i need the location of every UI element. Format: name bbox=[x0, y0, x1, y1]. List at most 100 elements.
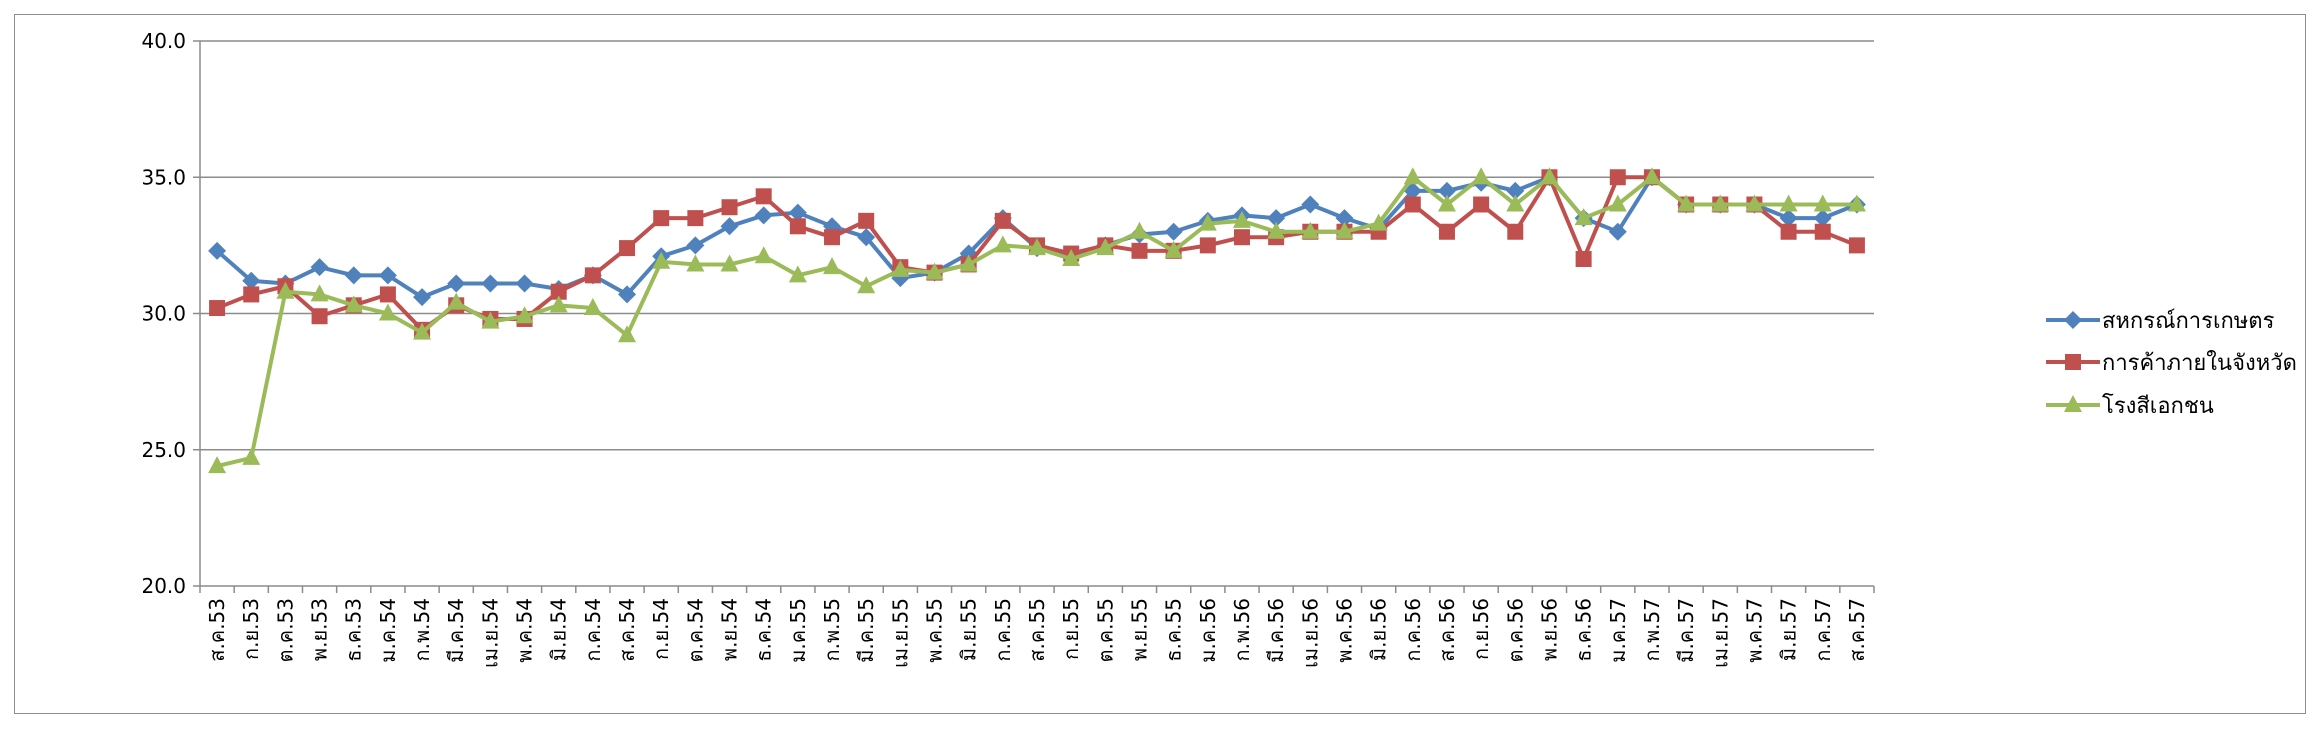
y-axis-ticks: 20.0 25.0 30.0 35.0 40.0 bbox=[141, 29, 186, 598]
y-tick-label: 20.0 bbox=[141, 574, 186, 598]
x-tick-label: พ.ย.55 bbox=[1127, 598, 1151, 661]
data-point-diamond bbox=[1779, 209, 1798, 228]
y-tick-label: 35.0 bbox=[141, 165, 186, 189]
data-point-triangle bbox=[1472, 167, 1491, 185]
x-tick-label: ส.ค.56 bbox=[1435, 598, 1459, 662]
x-tick-label: พ.ค.55 bbox=[923, 598, 947, 663]
data-point-triangle bbox=[1745, 194, 1764, 212]
data-point-square bbox=[858, 212, 875, 229]
legend-item-1: สหกรณ์การเกษตร bbox=[2046, 309, 2275, 334]
data-point-square bbox=[1233, 229, 1250, 246]
x-tick-label: พ.ย.56 bbox=[1537, 598, 1561, 661]
x-tick-label: ส.ค.54 bbox=[615, 598, 639, 662]
x-tick-label: ก.ย.55 bbox=[1059, 598, 1083, 660]
y-tick-label: 25.0 bbox=[141, 438, 186, 462]
data-point-square bbox=[1131, 242, 1148, 259]
x-tick-label: ก.พ.54 bbox=[410, 598, 434, 661]
data-point-square bbox=[1814, 223, 1831, 240]
data-point-triangle bbox=[1028, 238, 1046, 256]
data-point-diamond bbox=[1813, 209, 1832, 228]
x-tick-label: ส.ค.55 bbox=[1025, 598, 1049, 662]
data-point-square bbox=[209, 300, 226, 317]
data-point-triangle bbox=[1164, 240, 1183, 258]
data-point-square bbox=[550, 283, 567, 300]
series-3 bbox=[208, 167, 1866, 474]
data-point-triangle bbox=[1847, 194, 1866, 212]
data-point-triangle bbox=[1062, 249, 1081, 266]
x-tick-label: มี.ค.57 bbox=[1674, 598, 1698, 663]
data-point-diamond bbox=[686, 236, 705, 255]
x-tick-label: ก.ค.54 bbox=[581, 598, 605, 662]
data-point-diamond bbox=[481, 274, 500, 293]
data-point-diamond bbox=[2064, 311, 2082, 329]
x-tick-label: ก.พ.56 bbox=[1230, 598, 1254, 661]
data-point-diamond bbox=[1335, 209, 1354, 228]
data-point-diamond bbox=[515, 274, 534, 293]
y-tick-label: 30.0 bbox=[141, 302, 186, 326]
data-point-triangle bbox=[891, 259, 910, 277]
data-point-square bbox=[1473, 196, 1490, 213]
data-point-triangle bbox=[310, 284, 329, 302]
data-point-square bbox=[755, 188, 772, 205]
data-point-triangle bbox=[1096, 238, 1115, 256]
data-point-triangle bbox=[1198, 213, 1217, 231]
x-tick-label: ม.ค.54 bbox=[376, 598, 400, 663]
x-tick-label: ต.ค.55 bbox=[1093, 598, 1117, 663]
data-point-triangle bbox=[959, 254, 978, 272]
x-tick-label: ต.ค.56 bbox=[1503, 598, 1527, 663]
data-point-triangle bbox=[1232, 210, 1251, 228]
chart-frame bbox=[14, 14, 2306, 714]
data-point-diamond bbox=[344, 266, 363, 285]
data-point-triangle bbox=[1369, 213, 1388, 231]
data-point-diamond bbox=[1267, 209, 1286, 228]
data-point-triangle bbox=[686, 254, 705, 272]
data-point-triangle bbox=[1677, 194, 1696, 212]
data-point-triangle bbox=[378, 303, 397, 321]
data-point-triangle bbox=[1711, 194, 1730, 212]
data-point-square bbox=[721, 199, 738, 216]
data-point-triangle bbox=[208, 456, 227, 474]
data-point-triangle bbox=[1779, 194, 1798, 212]
data-point-triangle bbox=[754, 246, 773, 264]
x-tick-label: เม.ย.54 bbox=[478, 598, 502, 668]
series-1 bbox=[208, 168, 1866, 307]
data-point-diamond bbox=[378, 266, 397, 285]
x-tick-label: เม.ย.55 bbox=[888, 598, 912, 668]
data-point-triangle bbox=[720, 254, 739, 272]
data-point-square bbox=[1780, 223, 1797, 240]
data-point-diamond bbox=[1437, 181, 1456, 200]
axes bbox=[193, 40, 1875, 593]
data-point-diamond bbox=[242, 271, 261, 290]
data-point-triangle bbox=[823, 257, 842, 275]
data-point-diamond bbox=[310, 258, 329, 277]
x-tick-label: ต.ค.54 bbox=[683, 598, 707, 663]
x-tick-label: มิ.ย.55 bbox=[957, 598, 981, 661]
data-point-square bbox=[994, 212, 1011, 229]
data-point-square bbox=[1199, 237, 1216, 254]
data-point-triangle bbox=[447, 292, 466, 310]
legend-label: สหกรณ์การเกษตร bbox=[2102, 309, 2275, 334]
data-point-square bbox=[379, 286, 396, 303]
data-point-triangle bbox=[242, 447, 261, 465]
x-tick-label: มิ.ย.54 bbox=[547, 598, 571, 661]
x-tick-label: ก.พ.55 bbox=[820, 598, 844, 661]
data-point-square bbox=[584, 267, 601, 284]
x-tick-label: ม.ค.57 bbox=[1606, 598, 1630, 663]
data-point-triangle bbox=[788, 265, 807, 283]
data-point-triangle bbox=[1813, 194, 1832, 212]
x-tick-label: ก.ย.54 bbox=[649, 598, 673, 660]
data-point-square bbox=[243, 286, 260, 303]
data-point-square bbox=[687, 210, 704, 227]
x-axis-ticks: ส.ค.53 ก.ย.53 ต.ค.53 พ.ย.53 ธ.ค.53 ม.ค.54 ก.พ.… bbox=[205, 598, 1869, 668]
x-tick-label: มี.ค.55 bbox=[854, 598, 878, 663]
data-point-triangle bbox=[618, 325, 637, 343]
x-tick-label: พ.ค.56 bbox=[1332, 598, 1356, 663]
data-point-diamond bbox=[618, 285, 637, 304]
data-point-square bbox=[311, 308, 328, 325]
y-tick-label: 40.0 bbox=[141, 29, 186, 53]
x-tick-label: ก.ค.57 bbox=[1811, 598, 1835, 662]
data-point-triangle bbox=[1642, 167, 1661, 185]
x-tick-label: ม.ค.56 bbox=[1196, 598, 1220, 663]
data-point-square bbox=[789, 218, 806, 235]
x-tick-label: ธ.ค.53 bbox=[342, 598, 366, 662]
